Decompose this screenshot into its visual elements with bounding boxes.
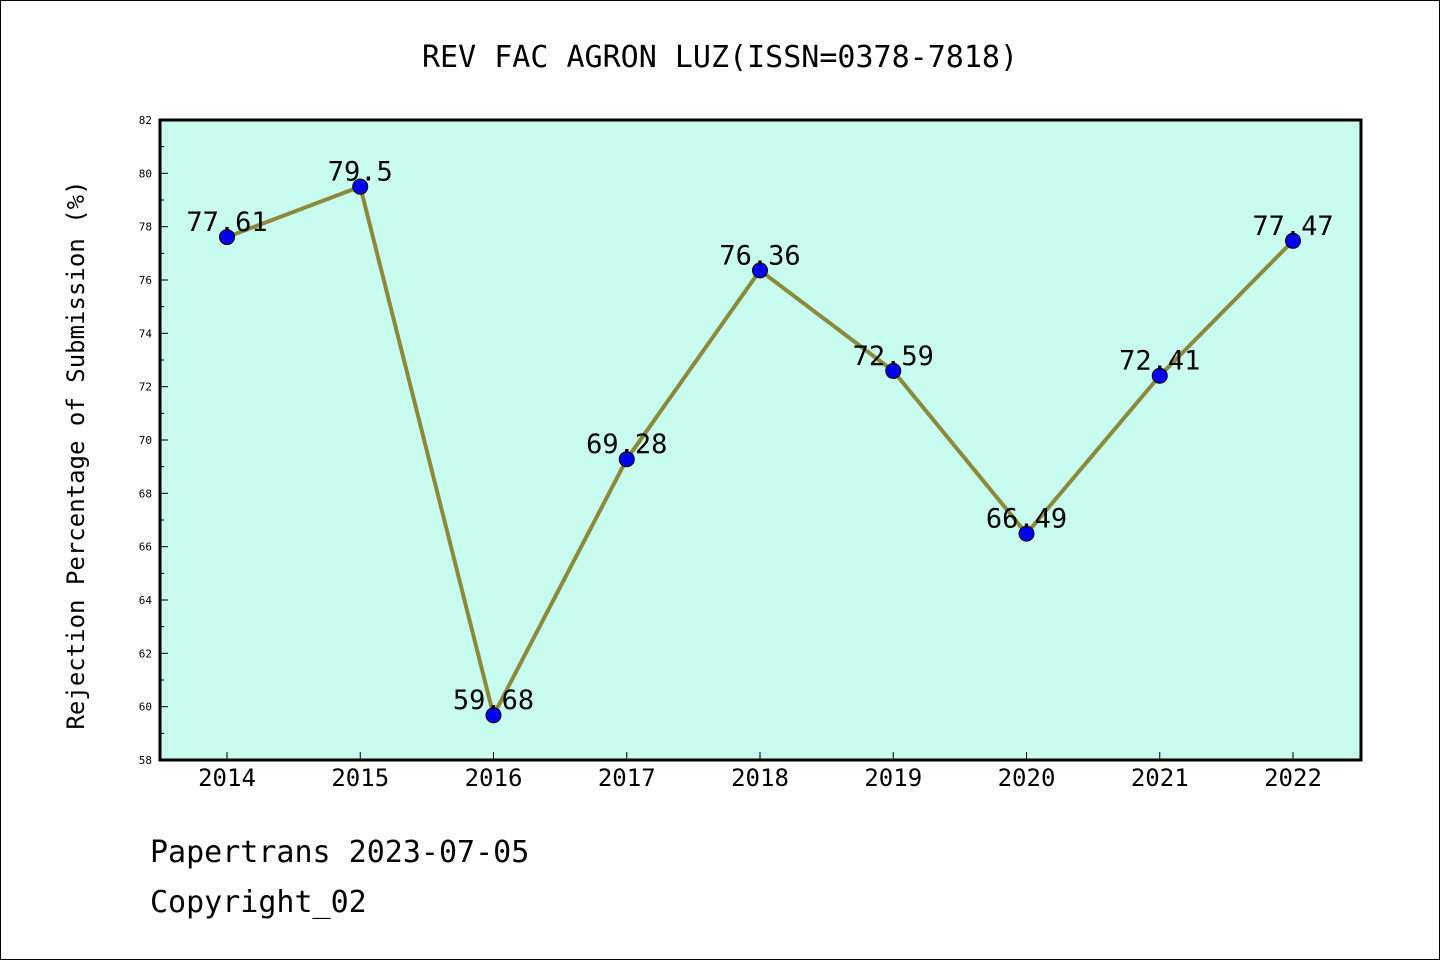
plot-border (158, 118, 1363, 762)
footer-date: Papertrans 2023-07-05 (150, 835, 530, 870)
footer-copyright: Copyright_02 (150, 885, 367, 920)
y-tick-label: 74 (139, 327, 153, 340)
data-label: 66.49 (986, 504, 1067, 535)
data-label: 76.36 (719, 240, 800, 271)
data-point (352, 178, 369, 195)
data-label: 79.5 (328, 157, 393, 188)
y-tick-label: 64 (139, 594, 153, 607)
data-point (1018, 525, 1035, 542)
data-point (618, 451, 635, 468)
data-label: 77.47 (1252, 211, 1333, 242)
x-tick-label: 2020 (998, 764, 1056, 792)
data-point (752, 262, 768, 279)
data-label: 69.28 (586, 429, 667, 460)
y-axis-label: Rejection Percentage of Submission (%) (62, 180, 90, 729)
x-tick-label: 2021 (1131, 764, 1189, 792)
data-label: 77.61 (186, 207, 267, 238)
data-point (485, 707, 502, 724)
data-label: 59.68 (453, 685, 534, 716)
data-label: 72.59 (853, 341, 934, 372)
x-tick-label: 2022 (1264, 764, 1322, 792)
y-tick-label: 80 (139, 167, 152, 180)
data-point (219, 229, 235, 246)
y-tick-label: 68 (139, 487, 152, 500)
data-point (1151, 367, 1168, 384)
y-tick-label: 78 (139, 221, 152, 234)
y-tick-label: 70 (139, 434, 152, 447)
y-tick-label: 72 (139, 381, 152, 394)
y-tick-label: 62 (139, 647, 152, 660)
data-point (1285, 232, 1301, 249)
x-tick-label: 2016 (465, 764, 523, 792)
y-tick-label: 76 (139, 274, 152, 287)
x-tick-label: 2017 (598, 764, 656, 792)
plot-area (160, 120, 1361, 760)
y-tick-label: 60 (139, 701, 152, 714)
chart-title: REV FAC AGRON LUZ(ISSN=0378-7818) (422, 40, 1018, 75)
data-point (885, 362, 902, 379)
x-tick-label: 2015 (331, 764, 389, 792)
y-tick-label: 66 (139, 541, 152, 554)
y-tick-label: 58 (139, 754, 152, 767)
x-tick-label: 2019 (864, 764, 922, 792)
data-label: 72.41 (1119, 346, 1200, 377)
y-tick-label: 82 (139, 114, 152, 127)
x-tick-label: 2014 (198, 764, 256, 792)
x-tick-label: 2018 (731, 764, 789, 792)
